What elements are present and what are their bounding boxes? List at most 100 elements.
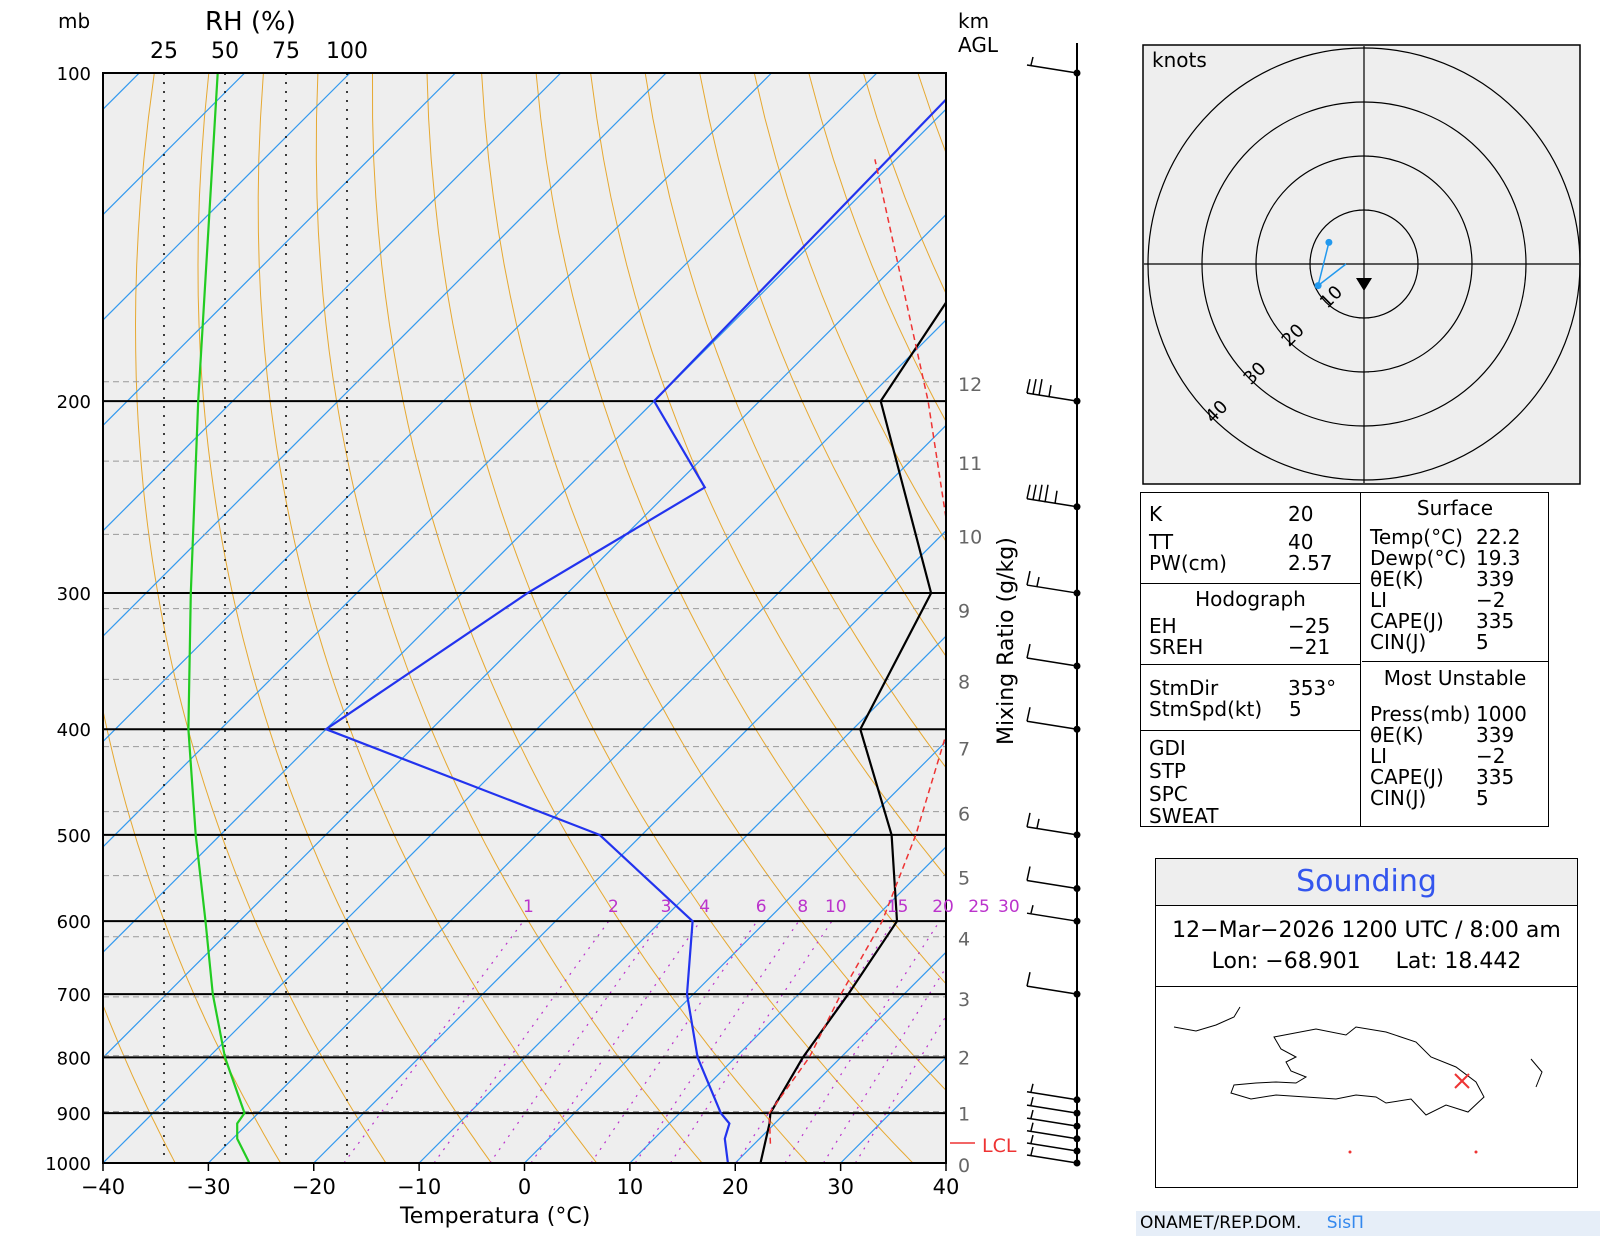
isotherm-line: [103, 73, 456, 427]
barb-flag: [1026, 707, 1031, 722]
y-tick-label: 1000: [45, 1154, 91, 1175]
dry-adiabat-line: [426, 73, 914, 1163]
mixing-ratio-tick-label: 25: [968, 897, 990, 917]
barb-half-flag: [1030, 1109, 1034, 1119]
wind-barb: [1026, 866, 1078, 890]
mixing-ratio-tick-label: 30: [998, 897, 1020, 917]
mixing-ratio-tick-label: 8: [797, 897, 808, 917]
index-label: CAPE(J): [1370, 609, 1444, 633]
y-tick-label: 200: [57, 392, 91, 413]
location-marker: [1454, 1073, 1470, 1089]
barb-half-flag: [1030, 1083, 1034, 1092]
height-tick-label: 10: [958, 526, 982, 548]
island-outline: [1230, 1026, 1485, 1116]
rh-tick-label: 50: [211, 39, 239, 64]
barb-staff: [1026, 879, 1078, 890]
sounding-title: Sounding: [1156, 859, 1577, 906]
footer-brand: SisΠ: [1326, 1213, 1364, 1233]
barb-staff: [1026, 64, 1078, 74]
sounding-location: Lon: −68.901 Lat: 18.442: [1211, 949, 1522, 974]
index-value: −21: [1288, 635, 1331, 659]
wind-barb: [1026, 56, 1078, 74]
hodograph-header: Hodograph: [1195, 587, 1306, 611]
barb-half-flag: [1030, 905, 1034, 914]
barb-half-flag: [1036, 576, 1040, 587]
y-axis-label: mb: [58, 9, 90, 33]
height-tick-label: 3: [958, 989, 970, 1011]
dry-adiabat-line: [257, 73, 598, 1163]
x-tick-label: 10: [617, 1175, 644, 1199]
index-label: PW(cm): [1149, 551, 1227, 575]
wind-barb: [1026, 378, 1078, 402]
dewpoint-line: [323, 97, 946, 1163]
height-tick-label: 5: [958, 868, 970, 890]
isotherm-line: [734, 951, 946, 1163]
height-tick-label: 0: [958, 1155, 970, 1177]
dry-adiabat-line: [1027, 73, 1136, 1186]
index-value: 335: [1476, 765, 1515, 789]
isotherm-line: [103, 73, 351, 321]
barb-flag: [1044, 484, 1049, 503]
location-map: [1173, 1006, 1543, 1154]
map-dot: [1474, 1150, 1478, 1154]
barb-flag: [1038, 484, 1043, 502]
x-tick-label: −10: [397, 1175, 441, 1199]
dry-adiabat-line: [103, 1003, 176, 1163]
rh-tick-label: 100: [326, 39, 368, 64]
index-value: 22.2: [1476, 525, 1521, 549]
dry-adiabat-line: [372, 73, 809, 1163]
coastline-fragment: [1173, 1006, 1241, 1032]
temperature-line: [759, 300, 946, 1163]
dry-adiabat-line: [197, 73, 492, 1163]
isotherm-line: [103, 319, 946, 1163]
wind-barb: [1026, 484, 1078, 508]
hodograph-point: [1314, 282, 1322, 290]
wind-barb: [1026, 570, 1078, 594]
index-label: Temp(°C): [1370, 525, 1463, 549]
rh-tick-label: 25: [150, 39, 178, 64]
x-tick-label: −40: [81, 1175, 125, 1199]
wind-barb: [1026, 812, 1078, 836]
barb-staff: [1026, 498, 1078, 508]
barb-staff: [1026, 1104, 1078, 1114]
index-label: SWEAT: [1149, 804, 1219, 828]
barb-flag: [1026, 812, 1031, 828]
barb-staff: [1026, 912, 1078, 922]
hodograph-units-label: knots: [1152, 48, 1207, 72]
indices-table: K 20 TT 40 PW(cm) 2.57 Hodograph EH −25 SREH…: [1140, 492, 1549, 827]
hodograph-point: [1325, 238, 1333, 246]
index-value: 1000: [1476, 702, 1527, 726]
footer: ONAMET/REP.DOM. SisΠ: [1136, 1211, 1600, 1236]
index-value: 40: [1288, 530, 1314, 554]
barb-staff: [1026, 1154, 1078, 1164]
barb-flag: [1026, 378, 1031, 394]
coastline-fragment: [1530, 1058, 1543, 1088]
wind-barb: [1026, 1096, 1078, 1114]
height-tick-label: 8: [958, 671, 970, 693]
height-tick-label: 7: [958, 739, 970, 761]
isotherm-line: [103, 73, 667, 637]
barb-flag: [1026, 971, 1031, 987]
index-value: 5: [1476, 630, 1489, 654]
index-label: Press(mb): [1370, 702, 1471, 726]
mixing-ratio-line: [590, 920, 758, 1163]
isotherm-line: [103, 73, 878, 848]
height-tick-label: 6: [958, 804, 970, 826]
height-tick-label: 12: [958, 374, 982, 396]
barb-staff: [1026, 985, 1078, 995]
index-value: 2.57: [1288, 551, 1333, 575]
height-axis-label-top: km: [958, 9, 989, 33]
barb-staff: [1026, 1117, 1078, 1127]
isotherm-line: [103, 108, 946, 954]
mixing-ratio-line: [343, 920, 524, 1163]
barb-staff: [1026, 826, 1078, 836]
barb-flag: [1032, 484, 1037, 501]
isotherm-line: [418, 635, 946, 1163]
isotherm-line: [524, 740, 946, 1163]
index-label: GDI: [1149, 736, 1186, 760]
index-label: SPC: [1149, 782, 1188, 806]
index-label: EH: [1149, 614, 1177, 638]
mixing-ratio-tick-label: 1: [523, 897, 534, 917]
